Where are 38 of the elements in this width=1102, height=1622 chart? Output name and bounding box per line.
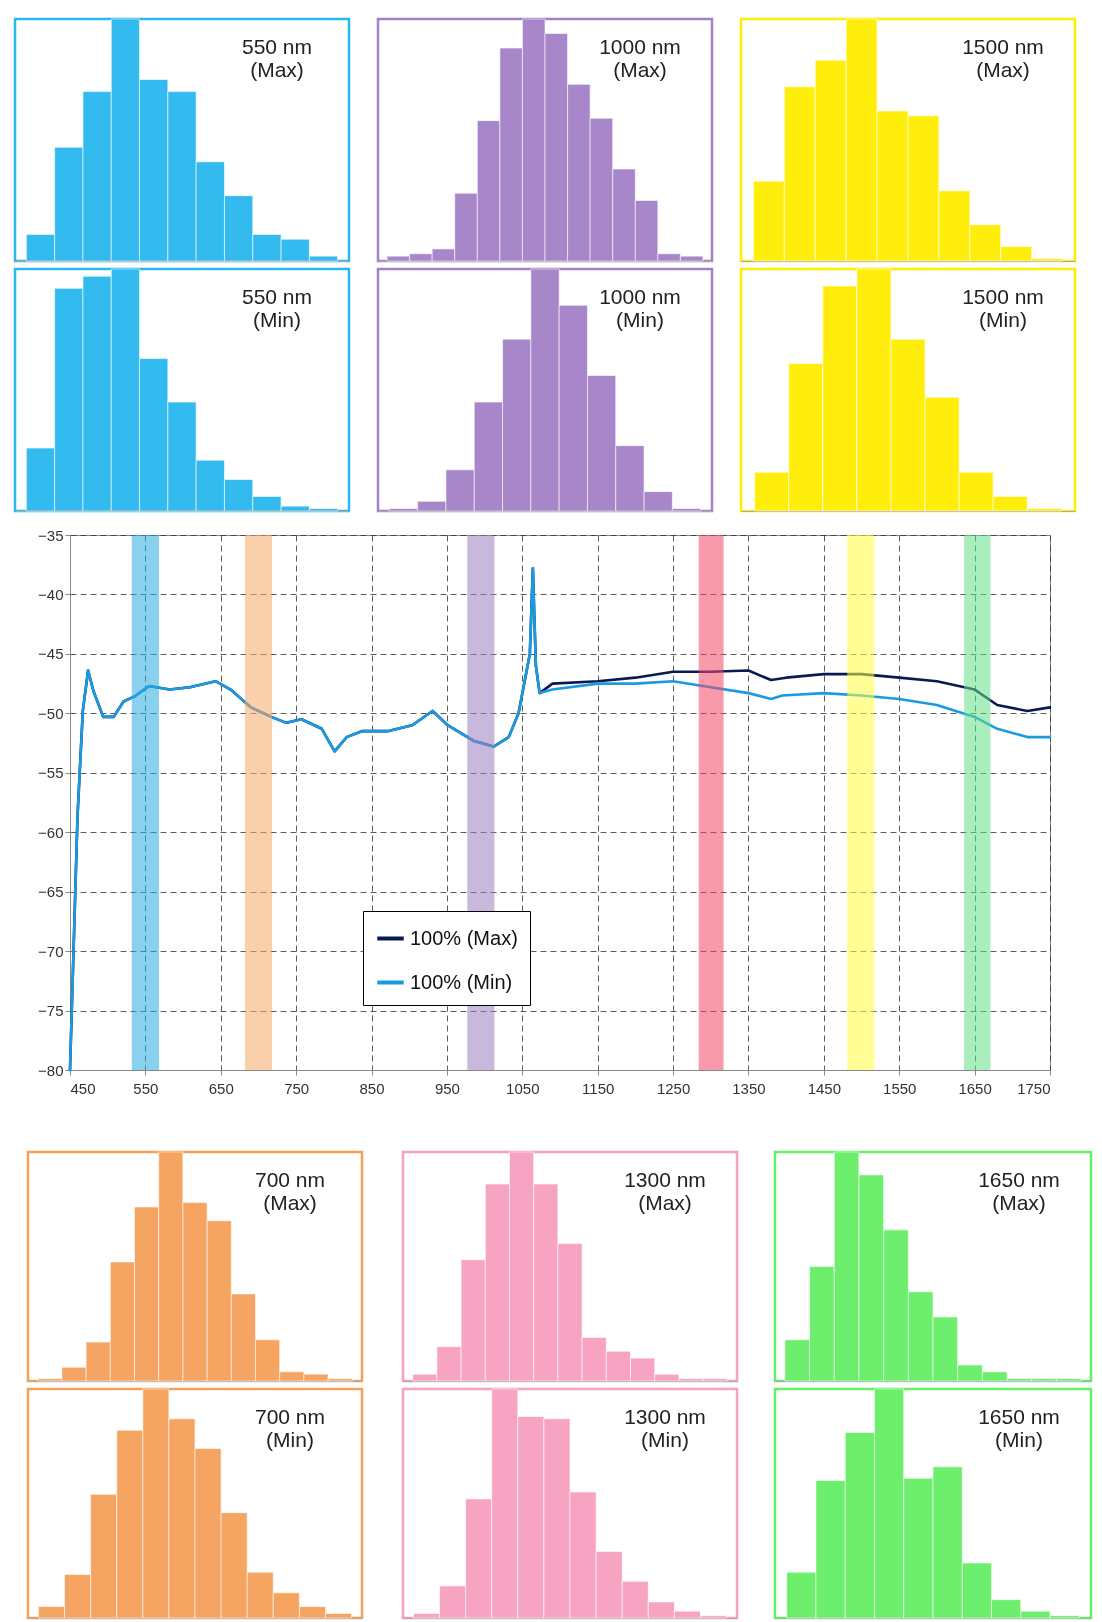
text: 1650 nm (Min): [978, 1404, 1060, 1451]
text: 1500 nm (Max): [962, 34, 1044, 81]
x-tick-label: 1350: [732, 1079, 766, 1097]
x-tick-label: 1650: [958, 1079, 992, 1097]
y-tick-label: −65: [38, 883, 64, 901]
y-tick-label: −70: [38, 942, 64, 960]
y-tick-label: −50: [38, 704, 64, 722]
x-tick-label: 1550: [883, 1079, 917, 1097]
x-tick-label: 450: [70, 1079, 96, 1097]
text: 550 nm (Min): [241, 284, 313, 331]
x-tick-label: 850: [359, 1079, 385, 1097]
x-tick-label: 750: [284, 1079, 310, 1097]
text: 550 nm (Max): [241, 34, 313, 81]
x-tick-label: 1450: [807, 1079, 842, 1097]
y-tick-label: −45: [38, 645, 64, 663]
legend-label: 100% (Max): [410, 926, 518, 949]
text: 1300 nm (Max): [624, 1167, 706, 1214]
text: 700 nm (Min): [254, 1404, 326, 1451]
x-tick-label: 1250: [656, 1079, 691, 1097]
x-tick-label: 1750: [1017, 1079, 1051, 1097]
x-tick-label: 550: [133, 1079, 159, 1097]
x-tick-label: 950: [434, 1079, 460, 1097]
y-tick-label: −40: [38, 585, 64, 603]
x-tick-label: 1150: [582, 1079, 615, 1097]
y-tick-label: −80: [38, 1061, 64, 1079]
y-tick-label: −75: [38, 1002, 64, 1020]
text: 1000 nm (Min): [599, 284, 681, 331]
text: 1500 nm (Min): [962, 284, 1044, 331]
text: 700 nm (Max): [254, 1167, 326, 1214]
x-tick-label: 1050: [506, 1079, 540, 1097]
text: 1000 nm (Max): [599, 34, 681, 81]
text: 1650 nm (Max): [978, 1167, 1060, 1214]
y-tick-label: −55: [38, 764, 64, 782]
y-tick-label: −35: [38, 526, 64, 544]
y-tick-label: −60: [38, 823, 64, 841]
x-tick-label: 650: [208, 1079, 234, 1097]
legend-label: 100% (Min): [410, 970, 513, 993]
text: 1300 nm (Min): [624, 1404, 706, 1451]
